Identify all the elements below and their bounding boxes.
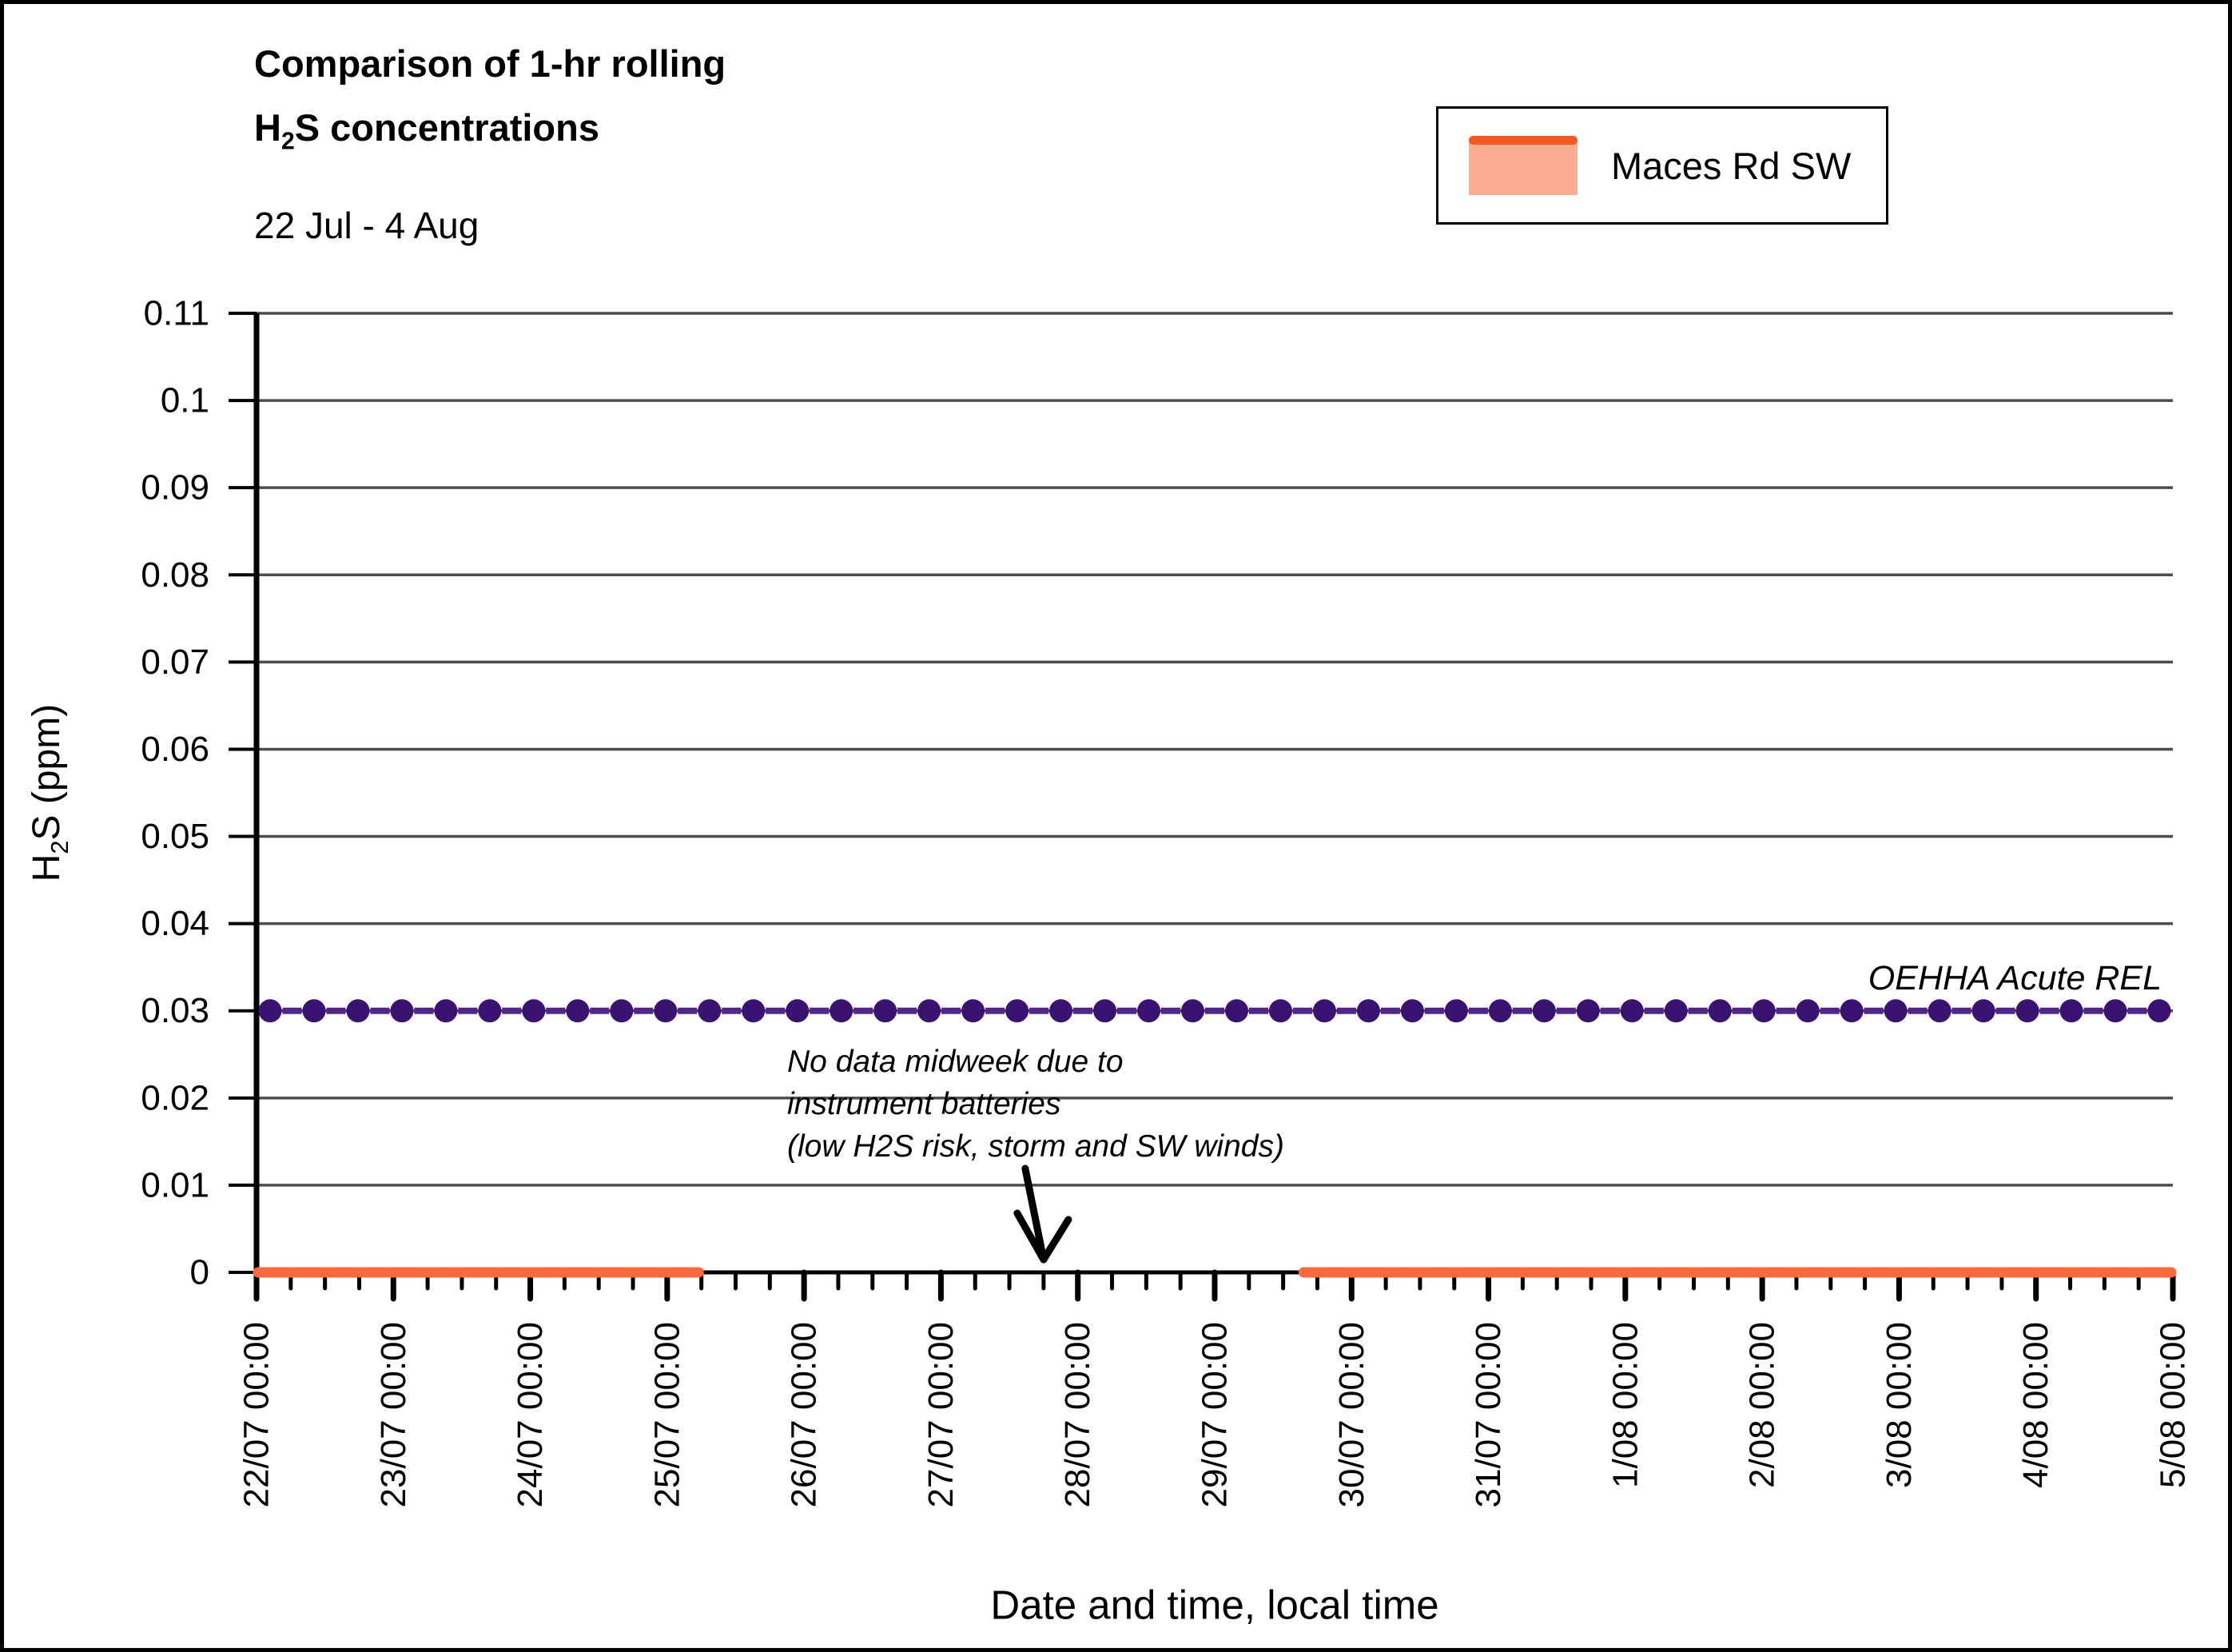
oehha-acute-rel-label: OEHHA Acute REL — [1868, 959, 2162, 997]
y-tick-label: 0.06 — [141, 730, 209, 769]
x-tick-label: 3/08 00:00 — [1880, 1322, 1919, 1488]
x-tick-label: 25/07 00:00 — [647, 1322, 686, 1507]
y-tick-label: 0.04 — [141, 904, 209, 943]
gridlines — [257, 312, 2173, 1187]
y-tick-label: 0.09 — [141, 468, 209, 508]
legend-swatch-line — [1469, 136, 1578, 145]
x-tick-label: 23/07 00:00 — [374, 1322, 413, 1507]
x-tick-label: 30/07 00:00 — [1332, 1322, 1371, 1507]
legend-swatch-fill — [1469, 142, 1578, 195]
x-tick-labels: 22/07 00:00 23/07 00:00 24/07 00:00 25/07 0… — [237, 1322, 2193, 1507]
x-axis-title: Date and time, local time — [990, 1582, 1439, 1628]
x-tick-label: 4/08 00:00 — [2016, 1322, 2055, 1488]
no-data-annotation: No data midweek due to instrument batter… — [787, 1041, 1284, 1168]
annotation-line-1: No data midweek due to — [787, 1045, 1124, 1079]
annotation-line-3: (low H2S risk, storm and SW winds) — [787, 1129, 1284, 1164]
legend-series-label: Maces Rd SW — [1611, 144, 1852, 187]
x-tick-label: 27/07 00:00 — [921, 1322, 961, 1507]
y-tick-label: 0.1 — [161, 381, 209, 420]
annotation-arrow — [1013, 1164, 1072, 1264]
y-tick-labels: 0 0.01 0.02 0.03 0.04 0.05 0.06 0.07 0.08 0.09 0.1… — [141, 294, 209, 1292]
chart-title-line1: Comparison of 1-hr rolling — [254, 42, 726, 85]
x-tick-label: 26/07 00:00 — [785, 1322, 824, 1507]
x-tick-label: 2/08 00:00 — [1743, 1322, 1782, 1488]
oehha-rel-series — [258, 999, 2171, 1023]
x-tick-label: 22/07 00:00 — [237, 1322, 277, 1507]
chart-title-line2: H2S concentrations — [254, 106, 599, 155]
x-tick-label: 1/08 00:00 — [1605, 1322, 1645, 1488]
x-tick-label: 24/07 00:00 — [511, 1322, 550, 1507]
y-tick-label: 0.08 — [141, 555, 209, 595]
y-axis-title: H2S (ppm) — [26, 703, 74, 882]
legend: Maces Rd SW — [1436, 106, 1888, 225]
x-tick-label: 5/08 00:00 — [2154, 1322, 2193, 1488]
y-tick-label: 0.01 — [141, 1165, 209, 1204]
x-tick-label: 28/07 00:00 — [1058, 1322, 1097, 1507]
y-tick-label: 0.02 — [141, 1078, 209, 1117]
chart-title-block: Comparison of 1-hr rolling H2S concentra… — [254, 32, 726, 247]
y-tick-label: 0 — [190, 1253, 209, 1292]
annotation-line-2: instrument batteries — [787, 1087, 1061, 1121]
legend-area-swatch — [1469, 136, 1578, 195]
x-tick-label: 31/07 00:00 — [1469, 1322, 1508, 1507]
y-tick-label: 0.03 — [141, 991, 209, 1030]
y-tick-label: 0.05 — [141, 817, 209, 856]
chart-subtitle: 22 Jul - 4 Aug — [254, 205, 479, 247]
y-tick-label: 0.07 — [141, 643, 209, 682]
y-tick-label: 0.11 — [144, 294, 209, 333]
x-tick-label: 29/07 00:00 — [1196, 1322, 1235, 1507]
